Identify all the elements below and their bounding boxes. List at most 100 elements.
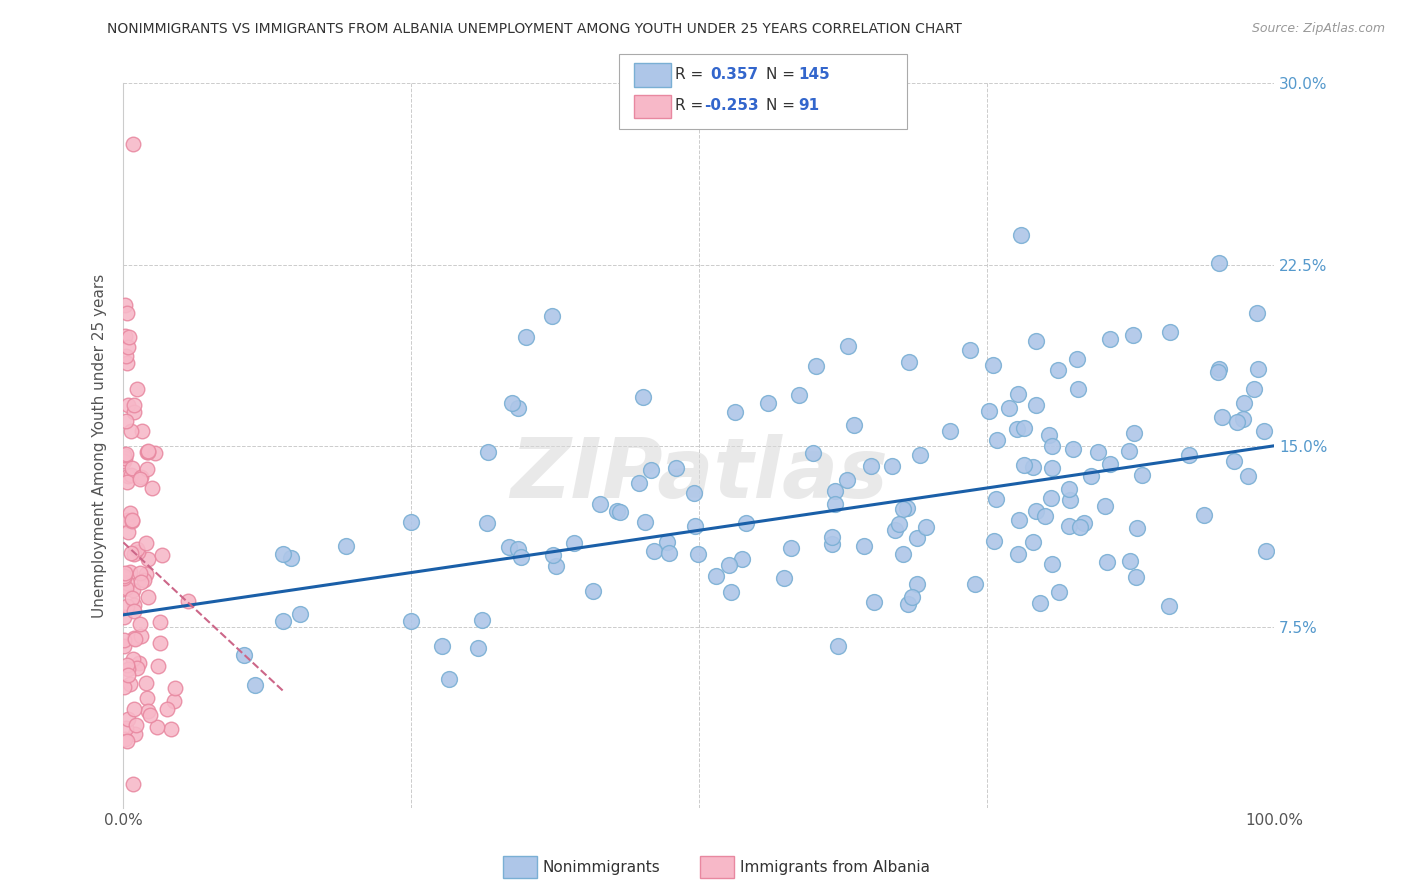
Point (824, 483, 846, 498)
Point (132, 573, 155, 587)
Point (127, 660, 149, 674)
Point (821, 537, 844, 551)
Point (471, 613, 494, 627)
Point (880, 458, 903, 473)
Point (562, 535, 585, 549)
Point (905, 531, 928, 545)
Point (541, 548, 564, 562)
Point (515, 330, 537, 344)
Point (984, 491, 1007, 506)
Text: R =: R = (675, 98, 703, 112)
Point (1042, 439, 1064, 453)
Point (122, 547, 145, 561)
Point (115, 658, 138, 673)
Point (114, 447, 136, 461)
Point (844, 417, 866, 432)
Point (1130, 468, 1153, 483)
Point (114, 632, 136, 647)
Point (135, 536, 157, 550)
Text: R =: R = (675, 67, 703, 81)
Point (893, 501, 915, 516)
Point (1073, 516, 1095, 530)
Text: N =: N = (766, 98, 796, 112)
Point (1247, 361, 1270, 376)
Point (1057, 518, 1080, 533)
Point (115, 356, 138, 370)
Point (121, 512, 143, 526)
Point (149, 615, 172, 629)
Point (824, 497, 846, 511)
Text: 91: 91 (799, 98, 820, 112)
Point (114, 569, 136, 583)
Point (114, 450, 136, 465)
Point (896, 500, 918, 515)
Point (900, 591, 922, 605)
Point (541, 309, 564, 323)
Point (143, 446, 166, 460)
Point (1206, 365, 1229, 379)
Point (1098, 457, 1121, 471)
Point (837, 339, 859, 353)
Point (1059, 493, 1081, 508)
Text: 145: 145 (799, 67, 831, 81)
Point (1157, 599, 1180, 613)
Point (401, 614, 423, 628)
Point (124, 398, 146, 412)
Point (129, 470, 152, 484)
Point (117, 340, 139, 354)
Point (1211, 410, 1233, 425)
Point (129, 566, 152, 581)
Point (233, 648, 256, 663)
Point (827, 639, 849, 653)
Point (150, 548, 173, 562)
Point (939, 424, 962, 438)
Point (1256, 544, 1278, 558)
Point (1007, 422, 1029, 436)
Point (1208, 255, 1230, 269)
Point (114, 610, 136, 624)
Point (271, 547, 294, 561)
Point (720, 584, 742, 599)
Point (863, 595, 886, 609)
Point (177, 593, 200, 607)
Point (977, 404, 1000, 418)
Point (117, 398, 139, 412)
Point (1087, 445, 1109, 459)
Point (127, 545, 149, 559)
Point (136, 551, 159, 566)
Point (120, 677, 142, 691)
Point (606, 503, 628, 517)
Point (165, 681, 187, 695)
Point (640, 463, 662, 477)
Point (546, 559, 568, 574)
Point (1038, 428, 1060, 442)
Point (131, 424, 153, 438)
Point (124, 604, 146, 618)
Point (160, 722, 183, 736)
Point (1057, 482, 1080, 496)
Point (609, 505, 631, 519)
Point (149, 635, 172, 649)
Point (280, 550, 302, 565)
Point (135, 567, 157, 582)
Point (1236, 469, 1258, 483)
Point (115, 512, 138, 526)
Point (122, 777, 145, 791)
Point (1122, 426, 1144, 441)
Point (717, 558, 740, 573)
Point (589, 497, 612, 511)
Point (883, 523, 905, 537)
Point (114, 413, 136, 427)
Point (704, 569, 727, 583)
Point (1223, 453, 1246, 467)
Point (467, 641, 489, 656)
Point (914, 520, 936, 534)
Point (1062, 442, 1084, 456)
Point (114, 571, 136, 585)
Point (136, 443, 159, 458)
Point (117, 599, 139, 613)
Point (1095, 555, 1118, 569)
Point (821, 531, 844, 545)
Point (1118, 443, 1140, 458)
Point (501, 396, 523, 410)
